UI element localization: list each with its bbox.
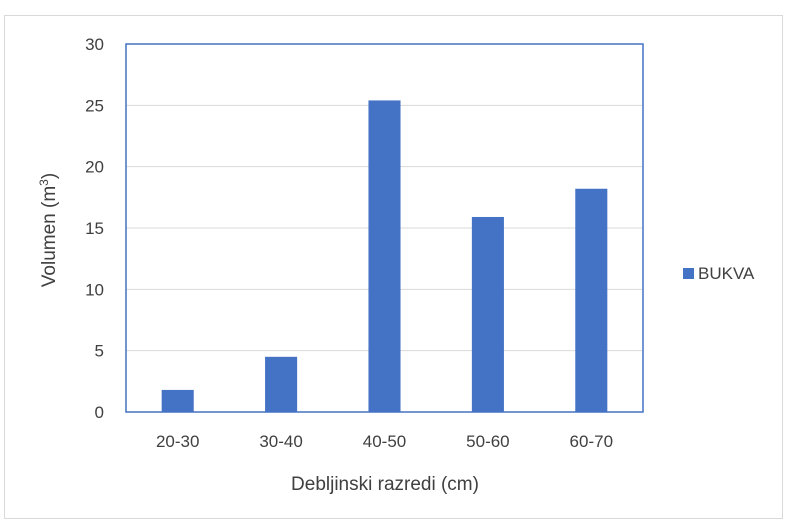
y-axis-title-superscript: 3 bbox=[37, 179, 51, 186]
y-tick-label: 25 bbox=[85, 96, 104, 115]
y-axis-title-main: Volumen (m bbox=[39, 186, 60, 287]
bar-40-50 bbox=[368, 100, 401, 412]
bar-60-70 bbox=[575, 188, 608, 412]
legend: BUKVA bbox=[683, 264, 755, 283]
bars bbox=[161, 100, 608, 412]
y-tick-label: 20 bbox=[85, 158, 104, 177]
y-axis-ticks: 0 5 10 15 20 25 30 bbox=[85, 35, 104, 422]
x-tick-label: 40-50 bbox=[363, 432, 406, 451]
x-axis-ticks: 20-30 30-40 40-50 50-60 60-70 bbox=[156, 432, 613, 451]
x-tick-label: 60-70 bbox=[570, 432, 613, 451]
x-tick-label: 50-60 bbox=[466, 432, 509, 451]
bar-30-40 bbox=[265, 356, 298, 412]
bar-50-60 bbox=[471, 216, 504, 412]
legend-label-bukva: BUKVA bbox=[698, 264, 755, 283]
y-tick-label: 30 bbox=[85, 35, 104, 54]
x-axis-title: Debljinski razredi (cm) bbox=[291, 474, 479, 495]
y-axis-title: Volumen (m3) bbox=[37, 173, 60, 287]
y-tick-label: 0 bbox=[95, 403, 104, 422]
y-tick-label: 15 bbox=[85, 219, 104, 238]
plot-area-border bbox=[125, 43, 644, 413]
legend-swatch-bukva bbox=[683, 268, 694, 279]
x-tick-label: 30-40 bbox=[259, 432, 302, 451]
y-tick-label: 10 bbox=[85, 280, 104, 299]
bar-20-30 bbox=[161, 389, 194, 412]
y-axis-title-close: ) bbox=[39, 173, 60, 179]
x-tick-label: 20-30 bbox=[156, 432, 199, 451]
y-tick-label: 5 bbox=[95, 342, 104, 361]
